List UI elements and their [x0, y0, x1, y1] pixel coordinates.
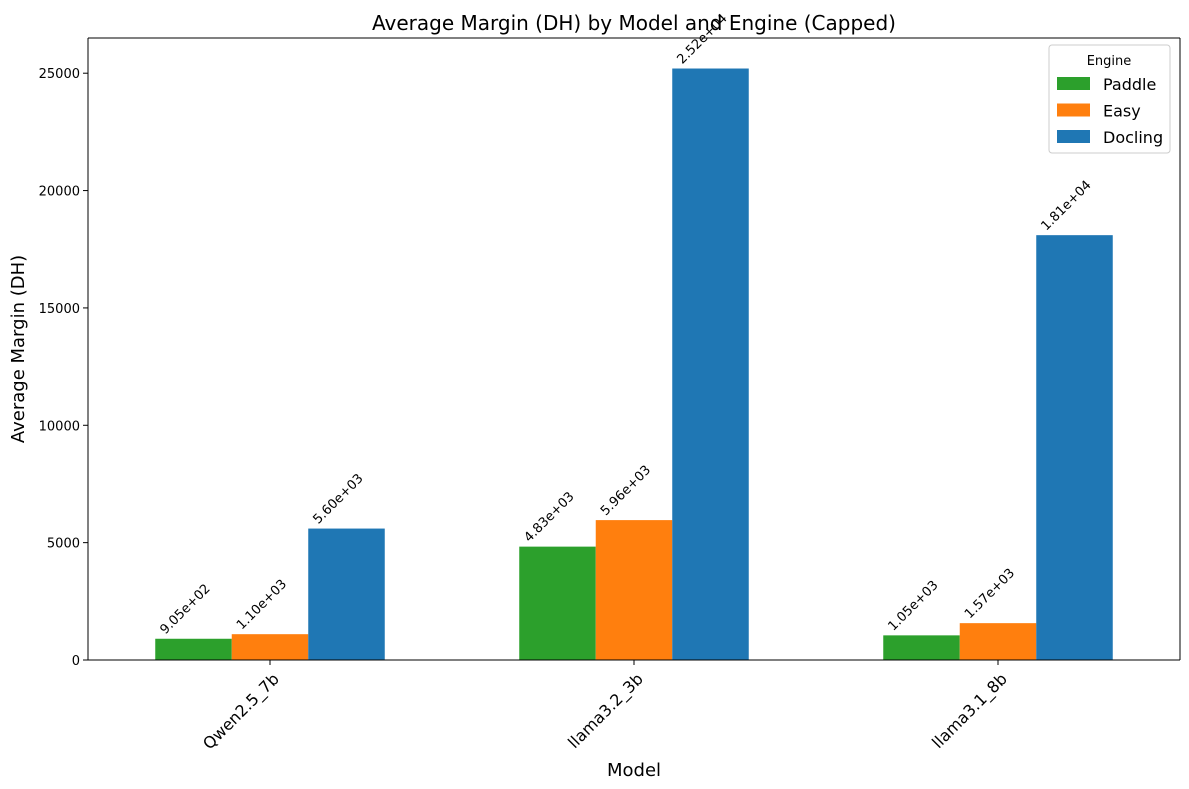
- legend-label-paddle: Paddle: [1103, 75, 1156, 94]
- y-tick-label: 10000: [39, 419, 80, 434]
- y-tick-label: 15000: [39, 302, 80, 317]
- bar-docling-Qwen2.5_7b: [308, 528, 385, 660]
- legend: Engine Paddle Easy Docling: [1048, 44, 1171, 154]
- y-tick-label: 5000: [47, 537, 80, 552]
- legend-swatch-easy: [1057, 103, 1090, 117]
- x-tick-label: Qwen2.5_7b: [199, 669, 283, 753]
- bar-value-label: 9.05e+02: [157, 581, 213, 637]
- bar-easy-llama3.1_8b: [959, 623, 1037, 660]
- bar-value-label: 4.83e+03: [521, 489, 577, 545]
- legend-label-docling: Docling: [1103, 128, 1163, 147]
- bar-docling-llama3.2_3b: [672, 68, 749, 661]
- bar-value-label: 5.96e+03: [598, 463, 654, 519]
- bar-paddle-Qwen2.5_7b: [155, 638, 232, 660]
- y-tick-label: 20000: [39, 185, 80, 200]
- bar-easy-llama3.2_3b: [595, 520, 673, 660]
- chart-title: Average Margin (DH) by Model and Engine …: [372, 11, 896, 35]
- legend-items: Paddle Easy Docling: [1057, 75, 1163, 147]
- y-tick-label: 0: [72, 654, 80, 669]
- bar-value-label: 1.81e+04: [1038, 178, 1094, 234]
- x-tick-label: llama3.2_3b: [564, 669, 647, 752]
- x-tick-label: llama3.1_8b: [928, 669, 1011, 752]
- legend-swatch-docling: [1057, 130, 1090, 143]
- y-axis-label: Average Margin (DH): [8, 255, 29, 443]
- legend-swatch-paddle: [1057, 77, 1090, 90]
- bar-paddle-llama3.1_8b: [883, 635, 960, 660]
- bar-value-label: 5.60e+03: [310, 471, 366, 527]
- x-axis-label: Model: [607, 760, 661, 781]
- bar-docling-llama3.1_8b: [1036, 235, 1113, 660]
- legend-title: Engine: [1087, 54, 1132, 69]
- bar-easy-Qwen2.5_7b: [231, 634, 309, 660]
- y-tick-label: 25000: [39, 67, 80, 82]
- bar-value-label: 1.57e+03: [962, 566, 1018, 622]
- bar-value-label: 1.05e+03: [885, 578, 941, 634]
- legend-frame: [1048, 44, 1171, 154]
- plot-area: 9.05e+02 4.83e+03 1.05e+03 1.10e+03 5.96e+03…: [39, 11, 1181, 754]
- legend-label-easy: Easy: [1103, 102, 1141, 121]
- bar-value-label: 1.10e+03: [234, 577, 290, 633]
- bar-paddle-llama3.2_3b: [519, 546, 596, 660]
